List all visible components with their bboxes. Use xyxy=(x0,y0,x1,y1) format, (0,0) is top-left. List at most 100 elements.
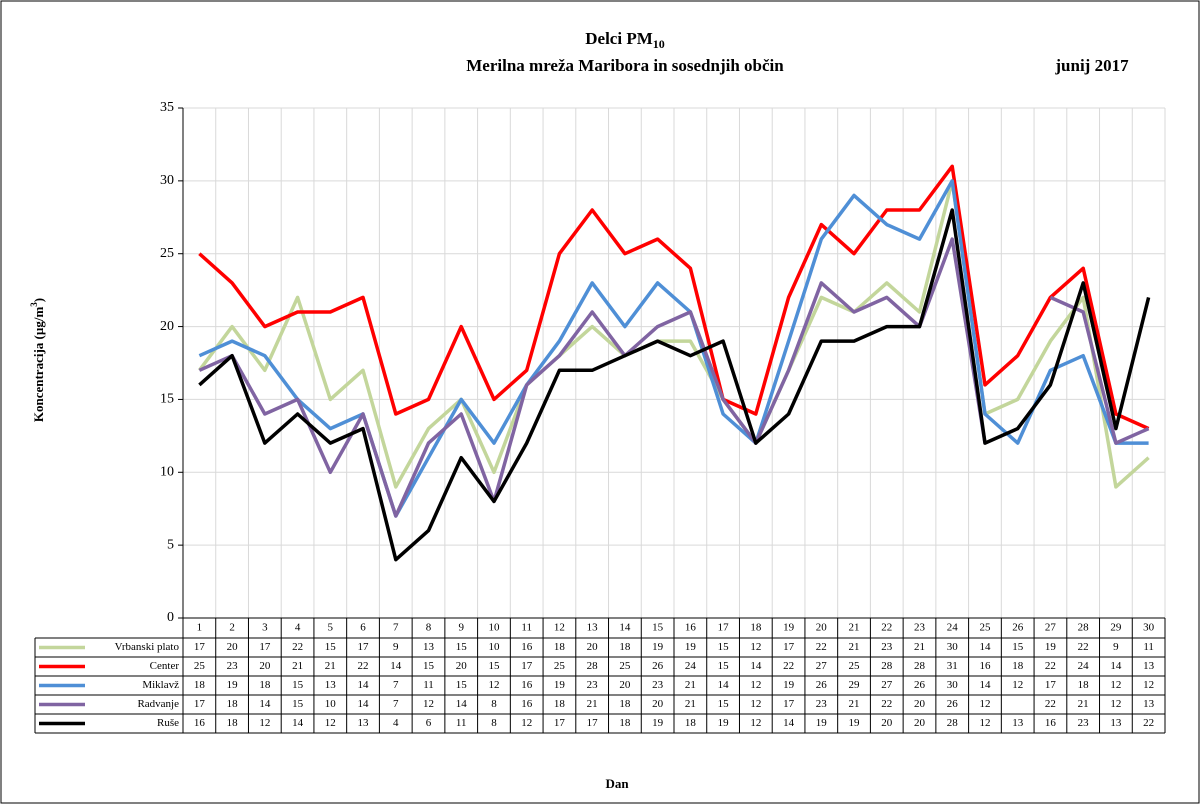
x-tick-label: 6 xyxy=(360,622,366,634)
table-value: 20 xyxy=(652,698,664,710)
table-value: 13 xyxy=(325,679,337,691)
table-value: 26 xyxy=(947,698,959,710)
series-line xyxy=(198,208,1151,562)
table-value: 27 xyxy=(816,660,828,672)
table-value: 12 xyxy=(521,717,532,729)
x-tick-label: 14 xyxy=(619,622,631,634)
x-tick-label: 19 xyxy=(783,622,795,634)
x-tick-label: 7 xyxy=(393,622,399,634)
table-value: 18 xyxy=(1012,660,1024,672)
table-value: 4 xyxy=(393,717,399,729)
table-value: 22 xyxy=(1078,641,1089,653)
x-tick-label: 10 xyxy=(488,622,500,634)
table-value: 30 xyxy=(947,679,959,691)
table-value: 14 xyxy=(718,679,730,691)
table-value: 13 xyxy=(1110,717,1122,729)
x-tick-label: 29 xyxy=(1110,622,1122,634)
y-tick-label: 20 xyxy=(160,319,174,334)
table-value: 16 xyxy=(194,717,206,729)
table-value: 14 xyxy=(979,679,991,691)
table-value: 28 xyxy=(947,717,959,729)
x-tick-label: 11 xyxy=(521,622,532,634)
title-sub: 10 xyxy=(653,37,665,51)
table-value: 25 xyxy=(194,660,206,672)
table-value: 30 xyxy=(947,641,959,653)
table-value: 8 xyxy=(491,698,497,710)
legend-label: Vrbanski plato xyxy=(115,641,180,653)
table-value: 18 xyxy=(554,641,566,653)
x-tick-label: 21 xyxy=(849,622,860,634)
x-tick-label: 4 xyxy=(295,622,301,634)
title-text: Delci PM xyxy=(585,29,653,48)
table-value: 18 xyxy=(227,698,239,710)
x-tick-label: 2 xyxy=(229,622,235,634)
table-value: 12 xyxy=(750,717,761,729)
table-value: 25 xyxy=(849,660,861,672)
table-value: 12 xyxy=(259,717,270,729)
table-value: 15 xyxy=(718,698,730,710)
table-value: 10 xyxy=(488,641,500,653)
table-value: 14 xyxy=(750,660,762,672)
period: junij 2017 xyxy=(1054,56,1129,75)
table-value: 15 xyxy=(292,679,304,691)
table-value: 15 xyxy=(718,641,730,653)
x-tick-label: 12 xyxy=(554,622,565,634)
x-tick-label: 27 xyxy=(1045,622,1057,634)
table-value: 18 xyxy=(259,679,271,691)
table-value: 29 xyxy=(849,679,861,691)
y-label-sup: 3 xyxy=(29,302,39,307)
table-value: 20 xyxy=(881,717,893,729)
table-value: 16 xyxy=(979,660,991,672)
table-value: 17 xyxy=(259,641,271,653)
x-tick-label: 5 xyxy=(328,622,334,634)
table-value: 14 xyxy=(979,641,991,653)
table-value: 19 xyxy=(849,717,861,729)
table-value: 20 xyxy=(587,641,599,653)
table-value: 13 xyxy=(358,717,370,729)
x-tick-label: 18 xyxy=(750,622,762,634)
table-value: 18 xyxy=(194,679,206,691)
x-tick-label: 26 xyxy=(1012,622,1024,634)
series-line xyxy=(198,179,1149,518)
table-value: 12 xyxy=(423,698,434,710)
table-value: 20 xyxy=(914,717,926,729)
table-value: 25 xyxy=(619,660,631,672)
table-value: 25 xyxy=(554,660,566,672)
legend-label: Center xyxy=(150,660,180,672)
table-value: 14 xyxy=(358,679,370,691)
table-value: 12 xyxy=(325,717,336,729)
table-value: 20 xyxy=(259,660,271,672)
table-value: 22 xyxy=(816,641,827,653)
table-value: 12 xyxy=(979,717,990,729)
table-value: 19 xyxy=(783,679,795,691)
table-value: 11 xyxy=(456,717,467,729)
table-value: 18 xyxy=(685,717,697,729)
table-value: 17 xyxy=(194,641,206,653)
table-value: 17 xyxy=(783,698,795,710)
table-value: 13 xyxy=(423,641,435,653)
table-value: 20 xyxy=(619,679,631,691)
legend-label: Ruše xyxy=(157,717,179,729)
table-value: 22 xyxy=(881,698,892,710)
table-value: 28 xyxy=(914,660,926,672)
table-value: 19 xyxy=(554,679,566,691)
y-tick-label: 10 xyxy=(160,465,174,480)
y-tick-label: 30 xyxy=(160,173,174,188)
table-value: 9 xyxy=(1113,641,1119,653)
table-value: 21 xyxy=(685,698,696,710)
x-tick-label: 24 xyxy=(947,622,959,634)
table-value: 7 xyxy=(393,679,399,691)
table-value: 12 xyxy=(979,698,990,710)
table-value: 13 xyxy=(1012,717,1024,729)
x-tick-label: 28 xyxy=(1078,622,1090,634)
table-value: 19 xyxy=(718,717,730,729)
x-tick-label: 9 xyxy=(458,622,464,634)
table-value: 14 xyxy=(390,660,402,672)
table-value: 12 xyxy=(1110,679,1121,691)
table-value: 19 xyxy=(652,641,664,653)
table-value: 16 xyxy=(521,641,533,653)
table-value: 17 xyxy=(1045,679,1057,691)
table-value: 20 xyxy=(914,698,926,710)
y-tick-label: 5 xyxy=(167,537,174,552)
x-tick-label: 16 xyxy=(685,622,697,634)
